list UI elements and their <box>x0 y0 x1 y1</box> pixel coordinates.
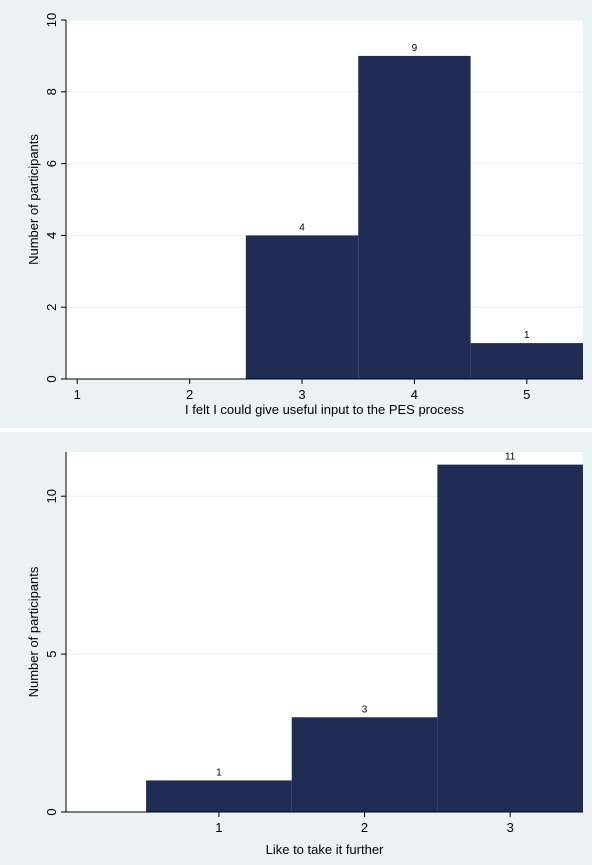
bar <box>437 464 583 812</box>
y-tick-label: 10 <box>44 489 59 503</box>
bars <box>146 464 583 812</box>
bar <box>470 343 583 379</box>
x-tick-label: 2 <box>186 387 193 402</box>
y-axis-title: Number of participants <box>26 134 41 265</box>
x-tick-label: 4 <box>411 387 418 402</box>
y-tick-label: 4 <box>44 232 59 239</box>
axes: 0 5 10 1 2 3 <box>44 452 583 835</box>
bar <box>358 55 471 380</box>
x-tick-label: 3 <box>507 820 514 835</box>
y-tick-label: 5 <box>44 650 59 657</box>
data-label: 9 <box>412 43 418 54</box>
y-tick-label: 0 <box>44 808 59 815</box>
y-tick-label: 0 <box>44 375 59 382</box>
chart-panel-bottom: 1 3 11 0 5 10 1 2 3 Like to take it further Num… <box>0 432 592 865</box>
data-label: 11 <box>505 452 516 463</box>
bar <box>146 780 292 812</box>
x-tick-label: 1 <box>74 387 81 402</box>
x-tick-label: 2 <box>361 820 368 835</box>
bar <box>245 235 359 379</box>
y-tick-label: 2 <box>44 304 59 311</box>
data-label: 1 <box>524 330 530 341</box>
data-label: 4 <box>299 222 305 233</box>
x-axis-title: I felt I could give useful input to the … <box>185 402 464 417</box>
data-labels: 1 3 11 <box>216 452 516 779</box>
x-tick-label: 1 <box>215 820 222 835</box>
y-tick-label: 6 <box>44 160 59 167</box>
y-axis-title: Number of participants <box>26 566 41 697</box>
bar <box>291 717 438 812</box>
x-axis-title: Like to take it further <box>266 842 384 857</box>
data-label: 3 <box>362 704 368 715</box>
data-labels: 4 9 1 <box>299 43 530 341</box>
y-tick-label: 10 <box>44 13 59 27</box>
data-label: 1 <box>216 767 222 778</box>
x-tick-label: 3 <box>298 387 305 402</box>
bar-chart-take-further: 1 3 11 0 5 10 1 2 3 Like to take it further Num… <box>26 452 583 857</box>
bars <box>245 55 583 380</box>
x-tick-label: 5 <box>523 387 530 402</box>
y-tick-label: 8 <box>44 88 59 95</box>
